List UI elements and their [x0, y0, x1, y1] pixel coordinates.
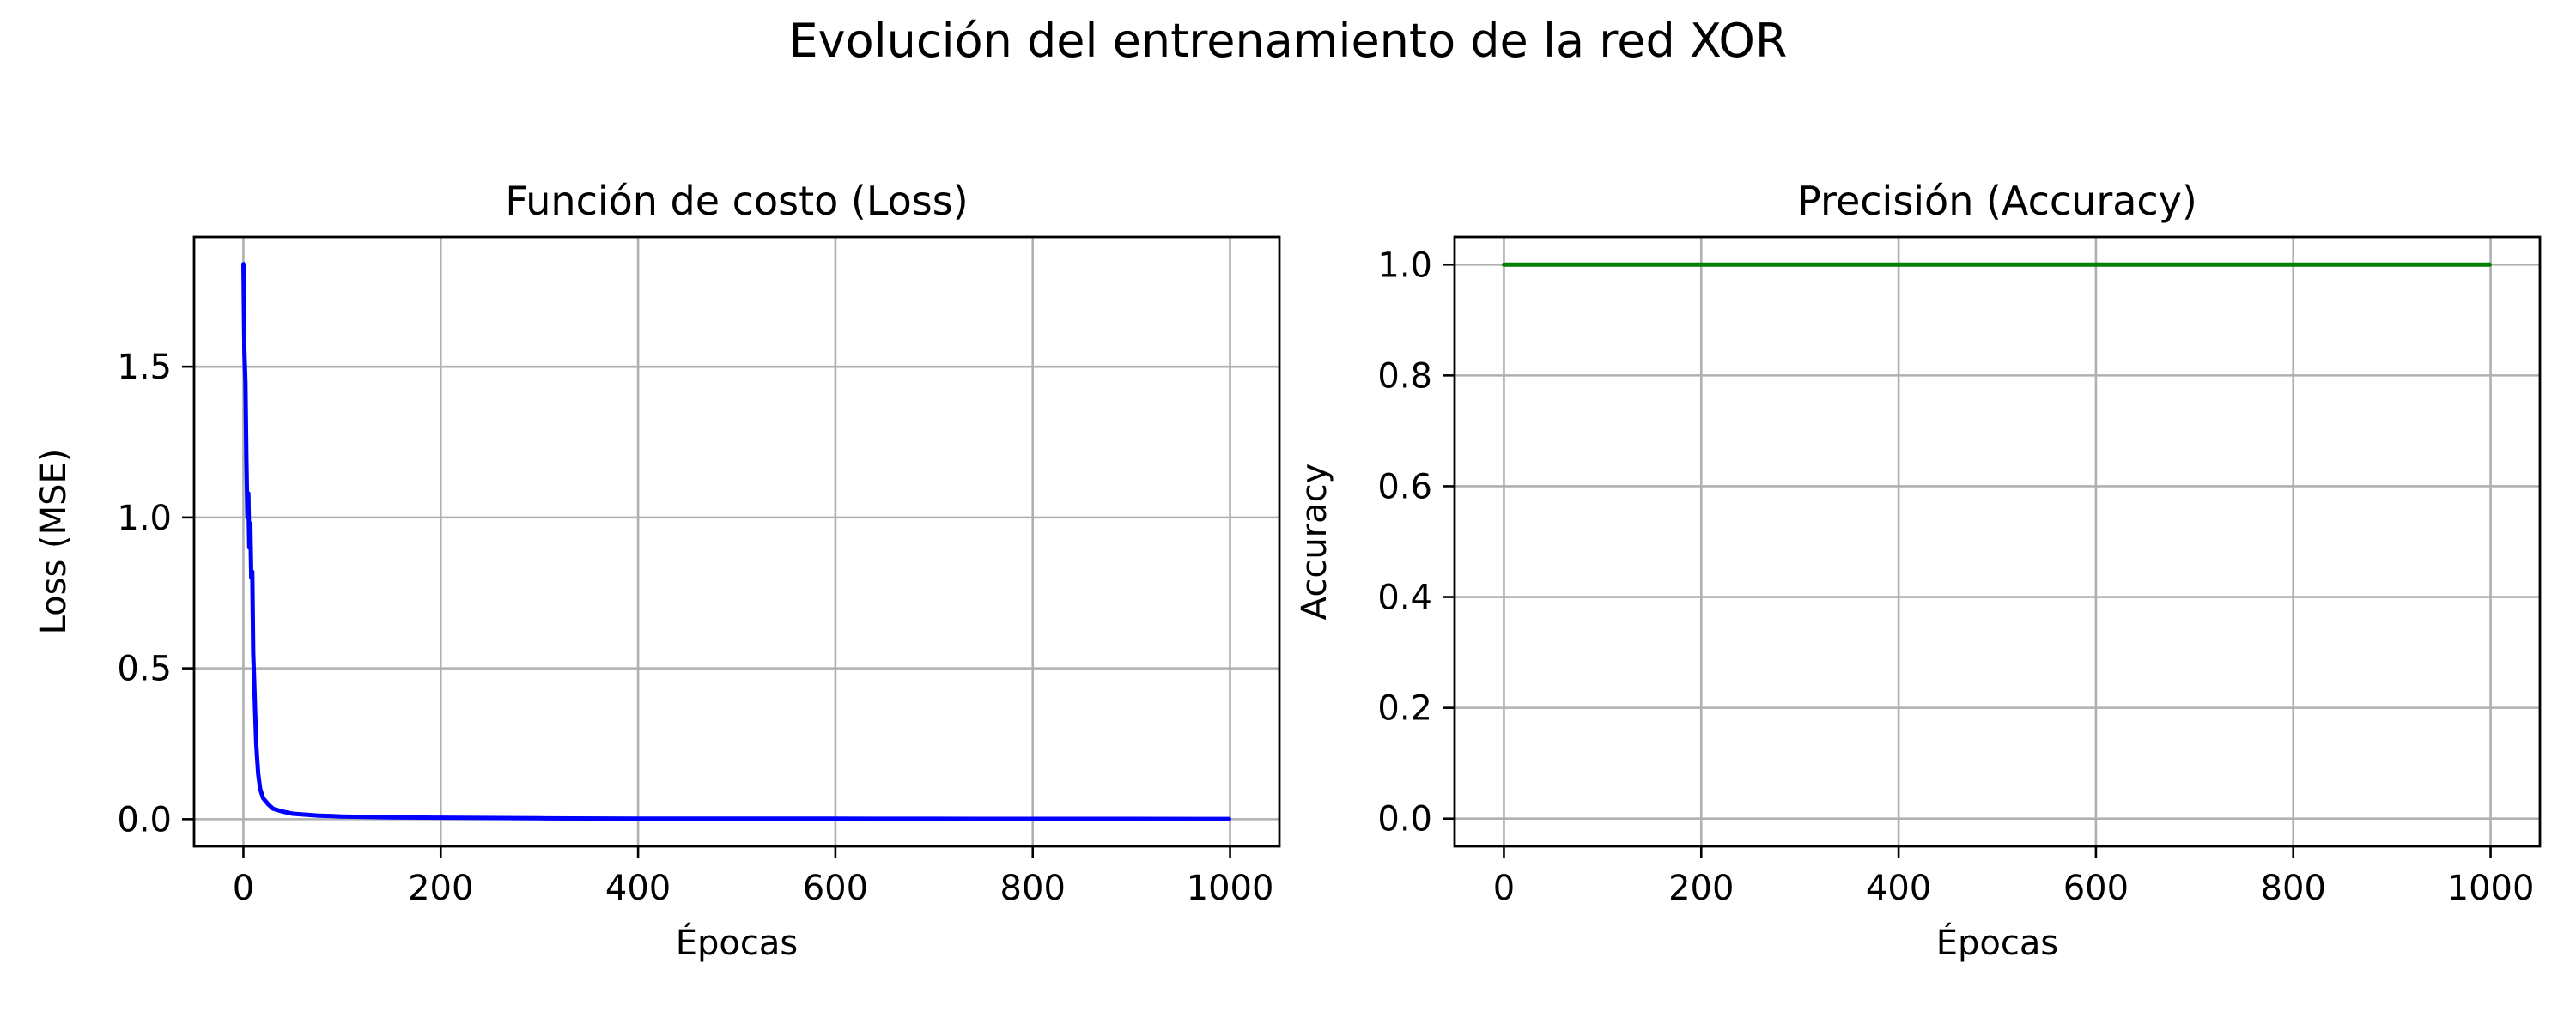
loss-series-line-0: [241, 262, 1231, 821]
loss-x-tick-label-2: 400: [605, 869, 671, 908]
accuracy-x-tick-label-5: 1000: [2447, 869, 2535, 908]
accuracy-x-tick-label-2: 400: [1866, 869, 1931, 908]
loss-x-tick-label-3: 600: [803, 869, 868, 908]
loss-y-tick-label-2: 1.0: [117, 499, 172, 538]
figure-title: Evolución del entrenamiento de la red XO…: [789, 14, 1788, 68]
loss-x-tick-label-5: 1000: [1187, 869, 1274, 908]
loss-x-tick-label-0: 0: [233, 869, 254, 908]
loss-x-axis-label: Épocas: [676, 922, 798, 963]
accuracy-y-tick-label-4: 0.8: [1377, 356, 1432, 396]
loss-chart-title: Función de costo (Loss): [505, 178, 968, 224]
loss-plot-frame: [192, 235, 1281, 848]
accuracy-x-tick-label-1: 200: [1668, 869, 1734, 908]
accuracy-x-tick-label-4: 800: [2261, 869, 2326, 908]
loss-chart: 0 200 400 600 800 1000 0.0 0.5 1.0 1.5 Función de …: [34, 178, 1281, 963]
accuracy-plot-frame: [1453, 235, 2542, 848]
loss-x-tick-label-4: 800: [1000, 869, 1066, 908]
loss-y-tick-label-1: 0.5: [117, 650, 172, 689]
accuracy-y-tick-label-2: 0.4: [1377, 579, 1432, 618]
accuracy-x-axis-label: Épocas: [1936, 922, 2058, 963]
loss-x-tick-label-1: 200: [408, 869, 473, 908]
accuracy-y-tick-label-1: 0.2: [1377, 689, 1432, 729]
accuracy-y-tick-label-5: 1.0: [1377, 245, 1432, 285]
loss-y-tick-label-0: 0.0: [117, 800, 172, 839]
accuracy-y-tick-label-0: 0.0: [1377, 800, 1432, 839]
accuracy-x-tick-label-0: 0: [1493, 869, 1515, 908]
loss-y-axis-label: Loss (MSE): [34, 449, 74, 635]
accuracy-x-tick-label-3: 600: [2063, 869, 2129, 908]
accuracy-chart: 0 200 400 600 800 1000 0.0 0.2 0.4 0.6 0.8 1.0 Preci…: [1295, 178, 2542, 963]
accuracy-y-tick-label-3: 0.6: [1377, 467, 1432, 506]
accuracy-y-axis-label: Accuracy: [1295, 464, 1334, 621]
accuracy-chart-title: Precisión (Accuracy): [1797, 178, 2197, 224]
loss-y-tick-label-3: 1.5: [117, 348, 172, 387]
